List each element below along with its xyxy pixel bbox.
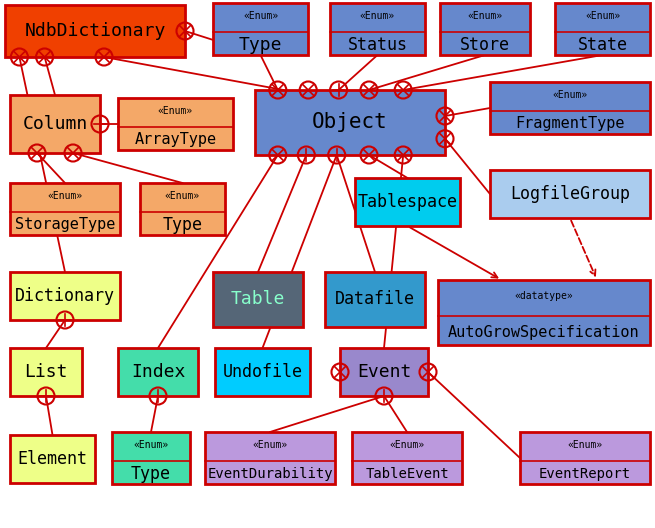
Text: «Enum»: «Enum» <box>567 440 603 450</box>
Text: Table: Table <box>231 290 285 308</box>
FancyBboxPatch shape <box>352 432 462 484</box>
Text: «datatype»: «datatype» <box>515 291 573 301</box>
Text: Type: Type <box>239 35 282 54</box>
FancyBboxPatch shape <box>213 272 303 327</box>
FancyBboxPatch shape <box>330 3 425 55</box>
Text: Type: Type <box>131 465 171 483</box>
Text: «Enum»: «Enum» <box>158 106 193 116</box>
Text: «Enum»: «Enum» <box>389 440 424 450</box>
FancyBboxPatch shape <box>140 183 225 235</box>
Text: Tablespace: Tablespace <box>358 193 457 211</box>
Text: AutoGrowSpecification: AutoGrowSpecification <box>448 325 640 340</box>
FancyBboxPatch shape <box>118 348 198 396</box>
FancyBboxPatch shape <box>490 82 650 134</box>
Text: «Enum»: «Enum» <box>243 11 278 21</box>
FancyBboxPatch shape <box>10 435 95 483</box>
Text: Type: Type <box>162 215 202 233</box>
FancyBboxPatch shape <box>112 432 190 484</box>
Text: Store: Store <box>460 35 510 54</box>
Text: «Enum»: «Enum» <box>134 440 168 450</box>
Text: «Enum»: «Enum» <box>165 191 200 201</box>
FancyBboxPatch shape <box>10 272 120 320</box>
Text: EventDurability: EventDurability <box>207 467 333 480</box>
Text: «Enum»: «Enum» <box>47 191 83 201</box>
Text: ArrayType: ArrayType <box>134 132 217 147</box>
Text: StorageType: StorageType <box>15 217 115 232</box>
Text: EventReport: EventReport <box>539 467 631 480</box>
Text: Object: Object <box>312 112 388 133</box>
Text: Dictionary: Dictionary <box>15 287 115 305</box>
FancyBboxPatch shape <box>438 280 650 345</box>
FancyBboxPatch shape <box>10 183 120 235</box>
Text: TableEvent: TableEvent <box>365 467 449 480</box>
Text: LogfileGroup: LogfileGroup <box>510 185 630 203</box>
FancyBboxPatch shape <box>5 5 185 57</box>
Text: «Enum»: «Enum» <box>360 11 395 21</box>
FancyBboxPatch shape <box>355 178 460 226</box>
Text: Index: Index <box>131 363 185 381</box>
Text: «Enum»: «Enum» <box>252 440 288 450</box>
Text: Column: Column <box>22 115 88 133</box>
Text: «Enum»: «Enum» <box>585 11 620 21</box>
FancyBboxPatch shape <box>213 3 308 55</box>
Text: FragmentType: FragmentType <box>515 116 625 131</box>
FancyBboxPatch shape <box>340 348 428 396</box>
Text: NdbDictionary: NdbDictionary <box>24 22 166 40</box>
Text: List: List <box>24 363 67 381</box>
FancyBboxPatch shape <box>325 272 425 327</box>
FancyBboxPatch shape <box>10 348 82 396</box>
FancyBboxPatch shape <box>520 432 650 484</box>
FancyBboxPatch shape <box>490 170 650 218</box>
Text: Event: Event <box>357 363 411 381</box>
Text: «Enum»: «Enum» <box>552 90 588 100</box>
Text: Status: Status <box>348 35 407 54</box>
FancyBboxPatch shape <box>118 98 233 150</box>
Text: «Enum»: «Enum» <box>468 11 502 21</box>
FancyBboxPatch shape <box>255 90 445 155</box>
FancyBboxPatch shape <box>10 95 100 153</box>
FancyBboxPatch shape <box>440 3 530 55</box>
FancyBboxPatch shape <box>205 432 335 484</box>
Text: Datafile: Datafile <box>335 290 415 308</box>
Text: State: State <box>578 35 627 54</box>
Text: Undofile: Undofile <box>223 363 303 381</box>
FancyBboxPatch shape <box>555 3 650 55</box>
Text: Element: Element <box>18 450 88 468</box>
FancyBboxPatch shape <box>215 348 310 396</box>
